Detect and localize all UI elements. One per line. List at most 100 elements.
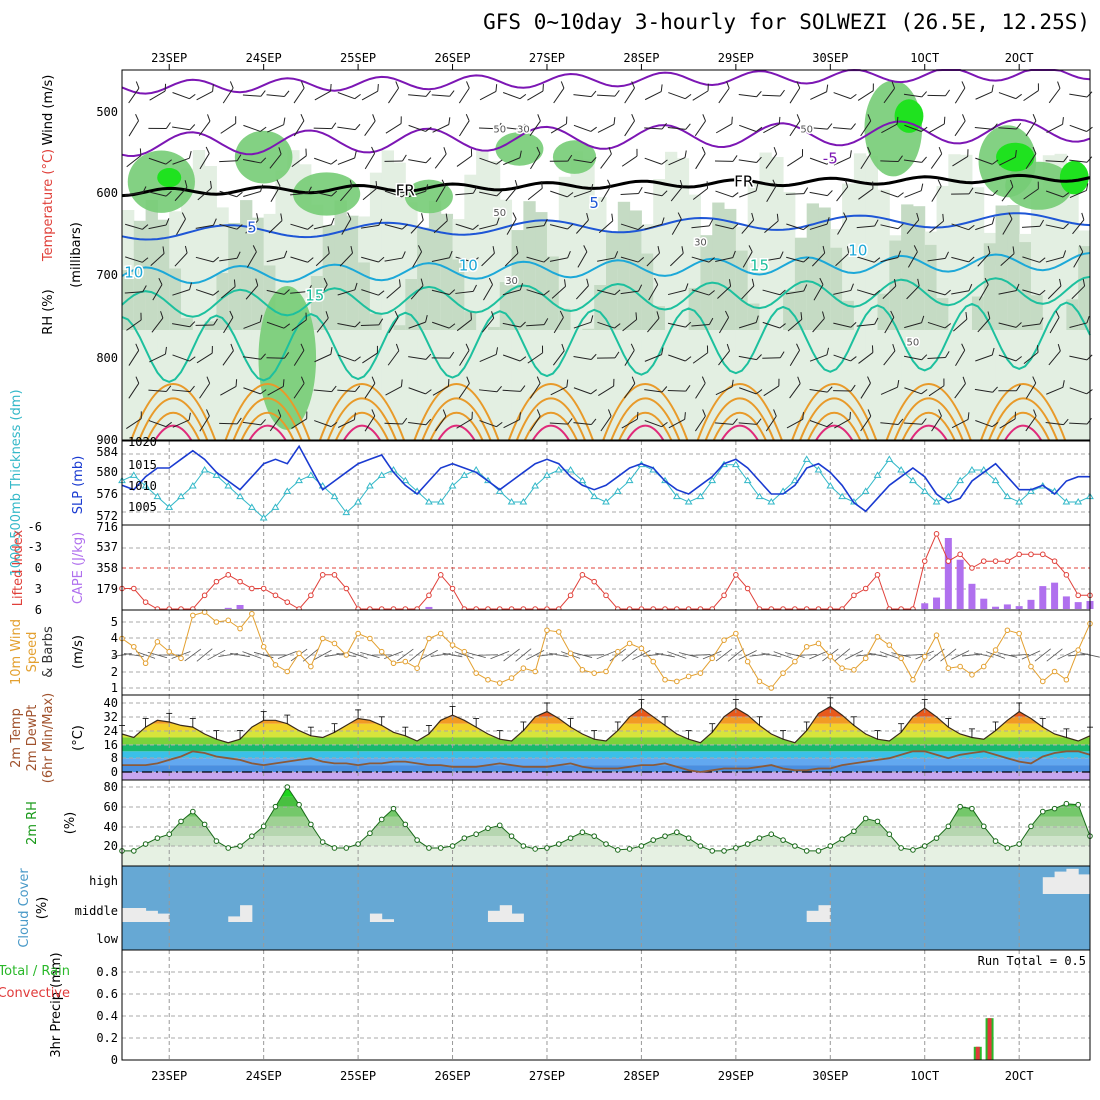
wind-speed-point (591, 670, 597, 676)
barb-shaft (242, 421, 261, 426)
wind-barb (883, 81, 896, 104)
barb-flag (449, 250, 453, 258)
wind-speed-point (426, 635, 432, 642)
barb-shaft (504, 252, 519, 267)
wind-barb (1001, 179, 1014, 202)
barb-flag (826, 347, 830, 355)
wind-barb (529, 114, 541, 137)
barb-shaft (549, 422, 568, 425)
barb-flag (421, 213, 424, 221)
rh-point (555, 841, 562, 847)
surface-wind-barb (1046, 648, 1063, 662)
surface-wind-barb (409, 648, 426, 662)
barb-flag (637, 224, 645, 230)
barb-flag (282, 379, 285, 387)
rh-point (650, 837, 657, 843)
wind-barb (762, 321, 786, 329)
barb-shaft (906, 285, 920, 300)
wind-barb (149, 346, 167, 363)
rh-shade (617, 201, 631, 330)
barb-flag (590, 157, 597, 164)
surface-wind-barb (667, 651, 687, 659)
wind-barb (644, 347, 664, 362)
date-label-bottom: 26SEP (434, 1069, 470, 1083)
wind-speed-point (390, 660, 397, 667)
wind-barb (124, 285, 147, 294)
surface-wind-barb (867, 652, 888, 658)
surface-wind-barb (632, 650, 651, 660)
slp-tick: 1005 (128, 500, 157, 514)
date-label-bottom: 29SEP (718, 1069, 754, 1083)
rh-point (1028, 823, 1034, 830)
barb-flag (965, 312, 968, 320)
wind-speed-point (461, 648, 468, 655)
barb-flag (921, 418, 927, 425)
rh-shade (724, 208, 737, 330)
barb-shaft (245, 285, 259, 300)
barb-shaft (314, 90, 331, 101)
surface-barb-shaft (902, 654, 923, 656)
barb-shaft (243, 321, 261, 329)
barb-shaft (692, 352, 708, 364)
barb-shaft (644, 223, 662, 230)
wind-barb (998, 283, 1020, 295)
lifted-index-point (591, 578, 597, 585)
lifted-index-point (272, 592, 279, 599)
barb-flag (260, 419, 266, 426)
barb-flag (631, 114, 635, 122)
surface-barb-shaft (466, 652, 486, 658)
barb-shaft (220, 385, 237, 396)
barb-shaft (856, 289, 875, 296)
wind-barb (1069, 156, 1093, 163)
barb-shaft (388, 317, 399, 334)
barb-flag (1033, 409, 1037, 417)
barb-shaft (789, 120, 801, 137)
wind-barb (125, 223, 149, 230)
thickness-point (897, 466, 906, 473)
barb-flag (181, 212, 186, 220)
barb-shaft (313, 191, 332, 197)
li-tick: 6 (35, 603, 42, 617)
barb-shaft (314, 420, 332, 428)
lifted-index-point (945, 558, 952, 564)
barb-flag (259, 314, 263, 323)
cloud-clear-block (145, 910, 158, 922)
surface-wind-barb (207, 649, 226, 661)
cloud-clear-block (1066, 868, 1079, 894)
barb-shaft (1072, 219, 1085, 235)
wind-barb (573, 418, 597, 426)
barb-flag (255, 278, 259, 286)
wind-barb (951, 256, 975, 263)
rh-point (898, 845, 904, 851)
barb-shaft (975, 157, 993, 165)
rh-shade (487, 327, 501, 330)
wind-barb (1048, 344, 1061, 366)
barb-flag (425, 353, 432, 360)
barb-shaft (529, 415, 541, 432)
barb-shaft (431, 289, 450, 296)
barb-shaft (903, 93, 922, 98)
barb-shaft (999, 418, 1016, 429)
wind-barb (1023, 345, 1039, 364)
surface-wind-barb (902, 654, 923, 656)
wind-barb (197, 180, 212, 201)
wind-barb (458, 81, 470, 104)
wind-barb (738, 418, 762, 425)
barb-shaft (715, 123, 733, 134)
barb-flag (470, 312, 472, 320)
wind-barb (644, 84, 663, 101)
barb-flag (850, 283, 854, 291)
barb-flag (590, 389, 597, 395)
barb-shaft (670, 186, 683, 202)
barb-flag (728, 279, 732, 287)
cape-bar (921, 603, 929, 609)
barb-flag (1059, 278, 1062, 287)
rh-point (154, 835, 161, 841)
thickness-point (460, 471, 469, 478)
thickness-point (448, 482, 457, 489)
barb-flag (607, 179, 612, 187)
wind-barb (880, 250, 901, 263)
wind-barb (384, 417, 408, 425)
barb-flag (706, 181, 709, 189)
barb-flag (567, 223, 574, 230)
